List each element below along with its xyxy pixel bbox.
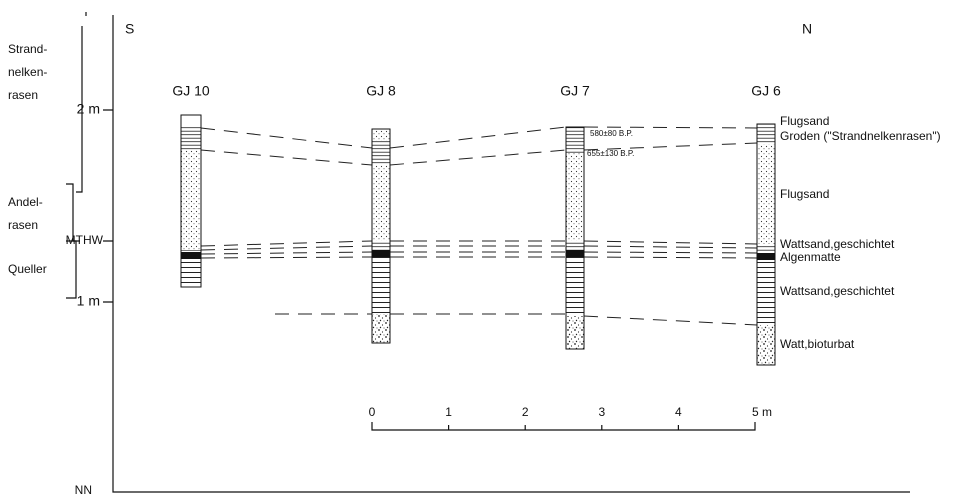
scale-label: 1 — [445, 405, 452, 419]
core-label: GJ 10 — [172, 83, 210, 99]
scale-bar — [372, 422, 755, 430]
scale-label: 3 — [598, 405, 605, 419]
core — [372, 129, 390, 343]
core — [566, 127, 584, 349]
date-label: 580±80 B.P. — [590, 129, 633, 138]
axis-label: 1 m — [77, 293, 100, 309]
axis-label: MTHW — [66, 233, 104, 247]
zone-label: Strand- — [8, 42, 47, 56]
scale-label: 5 m — [752, 405, 772, 419]
zone-brackets — [66, 12, 86, 298]
zone-label: nelken- — [8, 65, 47, 79]
core-label: GJ 8 — [366, 83, 396, 99]
layer-label: Watt,bioturbat — [780, 337, 855, 351]
zone-label: rasen — [8, 88, 38, 102]
scale-label: 0 — [369, 405, 376, 419]
diagram: Strand- nelken- rasen Andel- rasen Quell… — [0, 0, 962, 498]
layer-label: Groden ("Strandnelkenrasen") — [780, 129, 941, 143]
layer-label: Flugsand — [780, 114, 829, 128]
axis-ticks — [103, 110, 113, 302]
correlation-lines — [201, 127, 757, 325]
core — [757, 124, 775, 365]
axis-label: 2 m — [77, 101, 100, 117]
date-label: 655±130 B.P. — [587, 149, 634, 158]
zone-label: rasen — [8, 218, 38, 232]
south-label: S — [125, 21, 134, 37]
axis-label: NN — [75, 483, 92, 497]
zone-label: Queller — [8, 262, 47, 276]
core-label: GJ 6 — [751, 83, 781, 99]
north-label: N — [802, 21, 812, 37]
core-label: GJ 7 — [560, 83, 590, 99]
layer-label: Wattsand,geschichtet — [780, 284, 895, 298]
scale-label: 4 — [675, 405, 682, 419]
scale-label: 2 — [522, 405, 529, 419]
zone-label: Andel- — [8, 195, 43, 209]
layer-label: Algenmatte — [780, 250, 841, 264]
layer-label: Flugsand — [780, 187, 829, 201]
core — [181, 115, 201, 287]
layer-label: Wattsand,geschichtet — [780, 237, 895, 251]
